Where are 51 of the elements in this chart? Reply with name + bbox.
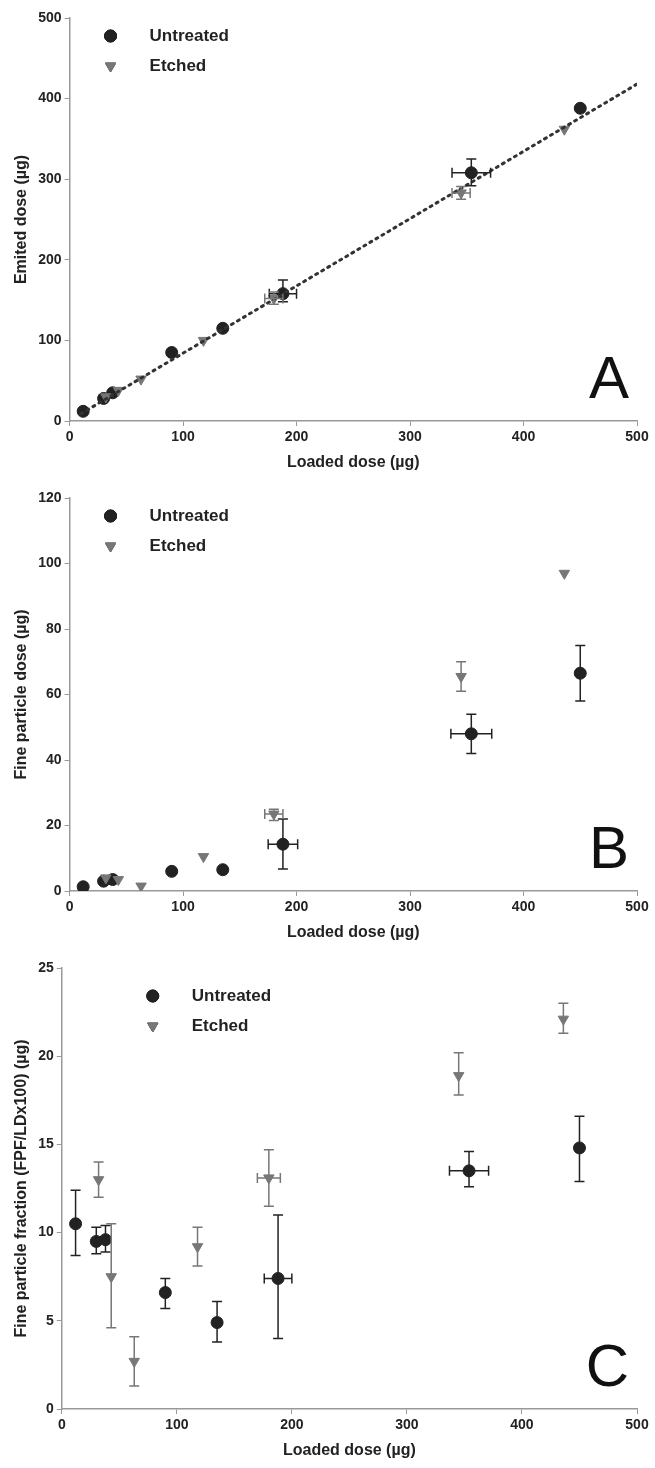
x-tick-label: 500: [625, 898, 649, 915]
y-tick-label: 0: [53, 881, 62, 898]
legend-label: Untreated: [149, 25, 229, 45]
x-tick-label: 300: [398, 898, 422, 915]
x-tick-label: 200: [284, 428, 309, 445]
annotation: A: [588, 343, 629, 411]
x-tick-label: 500: [625, 428, 649, 445]
y-tick-label: 100: [38, 554, 62, 571]
y-axis-title: Fine particle fraction (FPF/LDx100) (µg): [12, 1039, 30, 1338]
legend-label: Etched: [149, 535, 207, 555]
x-tick-label: 400: [511, 428, 536, 445]
y-tick-label: 60: [45, 685, 62, 702]
legend-label: Etched: [191, 1015, 249, 1035]
annotation: B: [588, 813, 629, 881]
y-tick-label: 15: [38, 1135, 54, 1152]
y-tick-label: 200: [38, 250, 62, 267]
x-tick-label: 500: [625, 1416, 649, 1433]
y-axis-title: Emited dose (µg): [12, 154, 30, 285]
legend-label: Etched: [149, 55, 207, 75]
y-tick-label: 25: [38, 958, 54, 975]
x-axis-title: Loaded dose (µg): [286, 922, 420, 940]
y-tick-label: 120: [38, 488, 62, 505]
x-tick-label: 300: [395, 1416, 419, 1433]
y-tick-label: 10: [38, 1223, 54, 1240]
x-tick-label: 400: [511, 898, 536, 915]
x-tick-label: 0: [65, 428, 74, 445]
y-tick-label: 0: [45, 1399, 54, 1416]
x-tick-label: 200: [280, 1416, 304, 1433]
y-tick-label: 400: [38, 89, 62, 106]
y-tick-label: 5: [45, 1311, 54, 1328]
y-tick-label: 20: [45, 816, 62, 833]
x-tick-label: 400: [510, 1416, 534, 1433]
x-tick-label: 200: [284, 898, 309, 915]
y-tick-label: 80: [45, 619, 62, 636]
y-tick-label: 100: [38, 331, 62, 348]
y-tick-label: 300: [38, 170, 62, 187]
legend-label: Untreated: [191, 985, 272, 1005]
y-tick-label: 20: [38, 1047, 54, 1064]
x-axis-title: Loaded dose (µg): [283, 1440, 416, 1458]
y-axis-title: Fine particle dose (µg): [12, 609, 30, 780]
x-tick-label: 100: [171, 428, 195, 445]
y-tick-label: 500: [38, 8, 62, 25]
y-tick-label: 0: [53, 411, 62, 428]
annotation: C: [585, 1331, 629, 1399]
x-tick-label: 100: [171, 898, 195, 915]
legend-label: Untreated: [149, 505, 229, 525]
x-axis-title: Loaded dose (µg): [286, 452, 420, 470]
x-tick-label: 0: [65, 898, 74, 915]
x-tick-label: 100: [165, 1416, 189, 1433]
x-tick-label: 300: [398, 428, 422, 445]
y-tick-label: 40: [45, 750, 62, 767]
